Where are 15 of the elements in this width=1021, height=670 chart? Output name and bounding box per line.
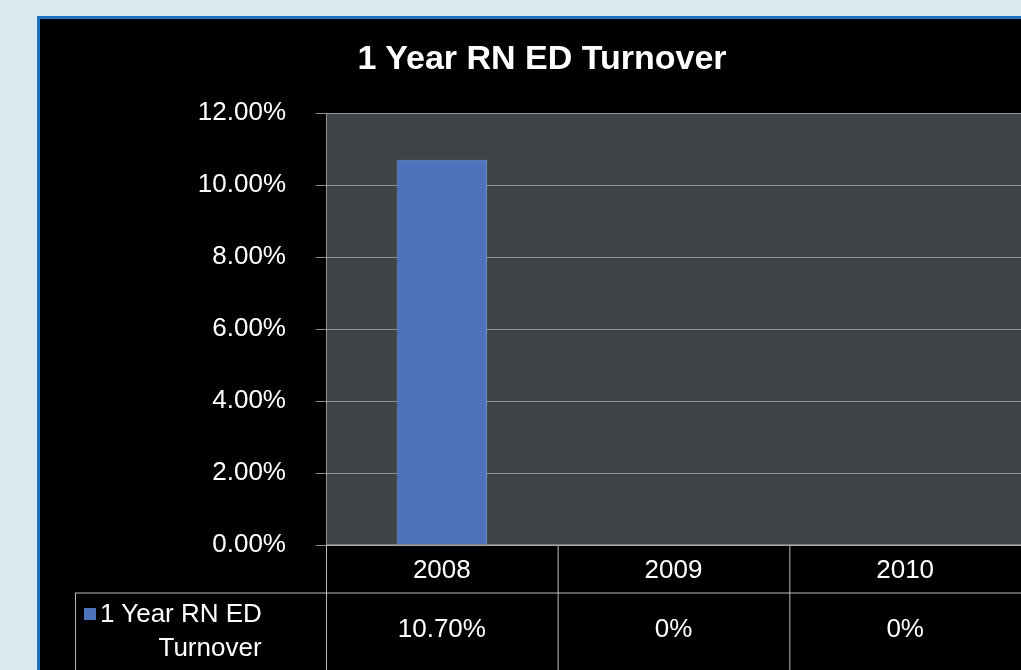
legend-label: 1 Year RN ED Turnover <box>100 598 262 663</box>
y-tick-label: 8.00% <box>212 240 286 271</box>
y-tick-label: 2.00% <box>212 456 286 487</box>
data-label: 0% <box>654 613 693 644</box>
data-label: 10.70% <box>397 613 486 644</box>
data-label: 0% <box>886 613 924 644</box>
x-tick-label: 2010 <box>876 554 935 585</box>
y-tick-label: 10.00% <box>197 168 286 199</box>
y-tick-label: 6.00% <box>212 312 286 343</box>
x-tick-label: 2009 <box>644 554 703 585</box>
x-tick-label: 2008 <box>412 554 471 585</box>
y-tick-label: 0.00% <box>212 528 286 559</box>
chart-title: 1 Year RN ED Turnover <box>357 38 727 77</box>
y-tick-label: 12.00% <box>197 96 286 127</box>
y-tick-label: 4.00% <box>212 384 286 415</box>
